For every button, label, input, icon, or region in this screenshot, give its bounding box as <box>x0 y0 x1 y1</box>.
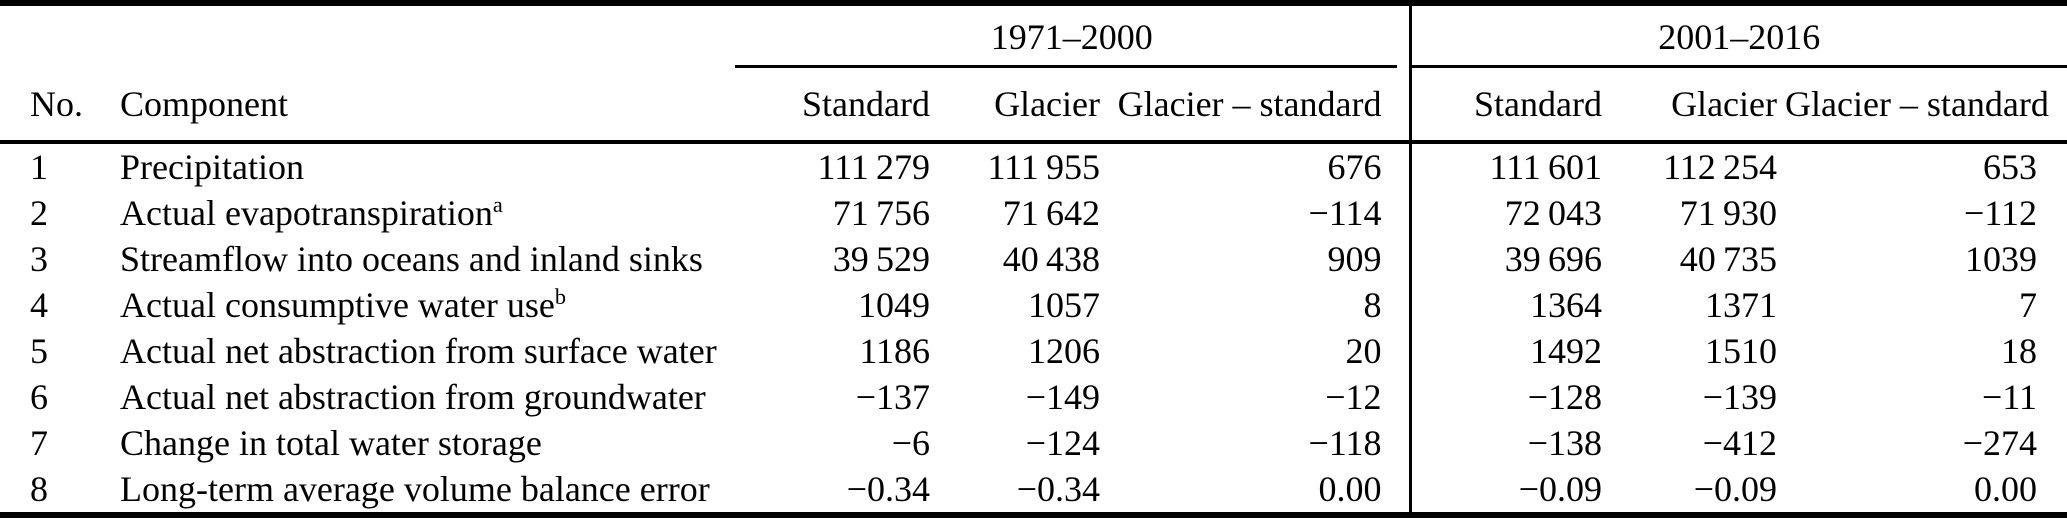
cell-value: −138 <box>1408 420 1610 466</box>
corner-spacer <box>0 3 735 68</box>
component-label: Actual consumptive water use <box>120 285 555 325</box>
cell-component: Actual evapotranspirationa <box>95 190 735 236</box>
component-label: Long-term average volume balance error <box>120 469 710 509</box>
cell-value: −12 <box>1325 377 1382 417</box>
cell-value: 1371 <box>1705 285 1777 325</box>
cell-value: 0.00 <box>1318 469 1382 509</box>
cell-value: −0.09 <box>1408 466 1610 515</box>
period-2-header: 2001–2016 <box>1408 3 2067 68</box>
col-header-standard-p2: Standard <box>1408 68 1610 144</box>
column-header-row: No. Component Standard Glacier Glacier –… <box>0 68 2067 144</box>
component-label: Actual net abstraction from surface wate… <box>120 331 717 371</box>
cell-no: 5 <box>30 331 48 371</box>
cell-value: 39 696 <box>1408 236 1610 282</box>
cell-value: 39 529 <box>832 239 930 279</box>
cell-value: −118 <box>1308 423 1382 463</box>
period-header-row: 1971–2000 2001–2016 <box>0 3 2067 68</box>
table-row: 4 Actual consumptive water useb 1049 105… <box>0 282 2067 328</box>
cell-value: 676 <box>1327 147 1382 187</box>
cell-value: −0.34 <box>1016 469 1100 509</box>
cell-value: −0.34 <box>846 469 930 509</box>
cell-value: 111 955 <box>987 147 1100 187</box>
cell-no: 6 <box>30 377 48 417</box>
cell-value: 112 254 <box>1663 147 1777 187</box>
cell-value: −124 <box>1025 423 1100 463</box>
cell-value: −139 <box>1702 377 1777 417</box>
cell-component: Actual net abstraction from groundwater <box>95 374 735 420</box>
cell-value: 71 756 <box>832 193 930 233</box>
component-label: Actual evapotranspiration <box>120 193 493 233</box>
component-label: Change in total water storage <box>120 423 542 463</box>
cell-value: −149 <box>1025 377 1100 417</box>
cell-value: 111 279 <box>817 147 930 187</box>
period-1-header: 1971–2000 <box>735 3 1410 68</box>
cell-no: 2 <box>30 193 48 233</box>
cell-value: 1492 <box>1408 328 1610 374</box>
cell-value: −412 <box>1702 423 1777 463</box>
cell-value: 40 438 <box>1002 239 1100 279</box>
cell-no: 8 <box>30 469 48 509</box>
cell-no: 3 <box>30 239 48 279</box>
col-header-glacier-p2: Glacier <box>1610 68 1785 144</box>
component-label: Actual net abstraction from groundwater <box>120 377 706 417</box>
col-header-standard-p1: Standard <box>735 68 935 144</box>
cell-component: Actual consumptive water useb <box>95 282 735 328</box>
cell-value: −137 <box>855 377 930 417</box>
cell-value: −114 <box>1308 193 1382 233</box>
cell-value: 111 601 <box>1408 142 1610 190</box>
cell-value: 1039 <box>1965 239 2037 279</box>
cell-no: 4 <box>30 285 48 325</box>
col-header-glacier-minus-standard-p2: Glacier – standard <box>1785 68 2067 144</box>
cell-value: 1510 <box>1705 331 1777 371</box>
cell-value: 7 <box>2019 285 2037 325</box>
table-row: 1 Precipitation 111 279 111 955 676 111 … <box>0 142 2067 190</box>
cell-value: 909 <box>1327 239 1382 279</box>
cell-value: 653 <box>1983 147 2037 187</box>
cell-value: −6 <box>891 423 930 463</box>
cell-value: −112 <box>1964 193 2037 233</box>
cell-component: Long-term average volume balance error <box>95 466 735 515</box>
table-row: 2 Actual evapotranspirationa 71 756 71 6… <box>0 190 2067 236</box>
col-header-component: Component <box>95 68 735 144</box>
cell-value: −0.09 <box>1693 469 1777 509</box>
cell-value: −11 <box>1982 377 2037 417</box>
col-header-no: No. <box>0 68 95 144</box>
col-header-glacier-p1: Glacier <box>935 68 1105 144</box>
cell-value: 20 <box>1345 331 1382 371</box>
cell-value: 1206 <box>1028 331 1100 371</box>
table-row: 6 Actual net abstraction from groundwate… <box>0 374 2067 420</box>
col-header-glacier-minus-standard-p1: Glacier – standard <box>1105 68 1410 144</box>
component-label: Streamflow into oceans and inland sinks <box>120 239 703 279</box>
component-label: Precipitation <box>120 147 304 187</box>
cell-value: 1364 <box>1408 282 1610 328</box>
cell-value: 8 <box>1363 285 1382 325</box>
cell-component: Change in total water storage <box>95 420 735 466</box>
component-superscript: b <box>554 284 567 309</box>
cell-value: −128 <box>1408 374 1610 420</box>
cell-value: −274 <box>1962 423 2037 463</box>
table-row: 7 Change in total water storage −6 −124 … <box>0 420 2067 466</box>
cell-no: 1 <box>30 147 48 187</box>
table-row: 3 Streamflow into oceans and inland sink… <box>0 236 2067 282</box>
cell-value: 71 642 <box>1002 193 1100 233</box>
table-row: 5 Actual net abstraction from surface wa… <box>0 328 2067 374</box>
cell-value: 71 930 <box>1679 193 1777 233</box>
cell-value: 1049 <box>858 285 930 325</box>
cell-value: 1186 <box>859 331 930 371</box>
cell-value: 40 735 <box>1679 239 1777 279</box>
cell-no: 7 <box>30 423 48 463</box>
cell-value: 1057 <box>1028 285 1100 325</box>
component-superscript: a <box>492 192 503 217</box>
cell-component: Actual net abstraction from surface wate… <box>95 328 735 374</box>
cell-value: 0.00 <box>1974 469 2037 509</box>
cell-value: 72 043 <box>1408 190 1610 236</box>
table-row: 8 Long-term average volume balance error… <box>0 466 2067 515</box>
cell-component: Streamflow into oceans and inland sinks <box>95 236 735 282</box>
cell-value: 18 <box>2001 331 2037 371</box>
cell-component: Precipitation <box>95 142 735 190</box>
